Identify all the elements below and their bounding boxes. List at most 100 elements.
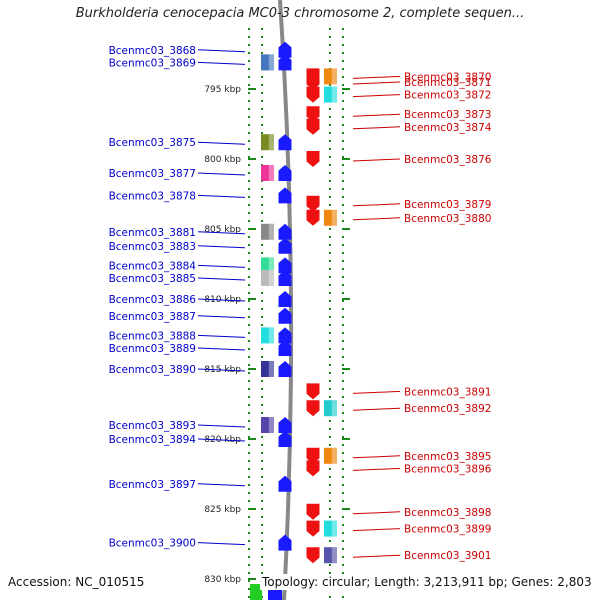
right-cog-box xyxy=(324,68,337,85)
right-gene-label: Bcenmc03_3896 xyxy=(404,463,492,475)
left-cog-box-shade xyxy=(268,165,274,181)
right-gene-leader xyxy=(352,94,401,98)
left-gene-label: Bcenmc03_3886 xyxy=(109,294,197,306)
right-gene-label: Bcenmc03_3892 xyxy=(404,403,491,415)
left-cog-box xyxy=(261,361,274,377)
left-gene-label: Bcenmc03_3897 xyxy=(109,479,196,491)
left-cog-box xyxy=(261,134,274,151)
right-gene-leader xyxy=(352,390,401,394)
left-gene-leader xyxy=(197,424,246,428)
left-cog-box-shade xyxy=(268,223,274,240)
right-gene-leader xyxy=(352,75,401,79)
forward-gene-arrow xyxy=(278,327,292,344)
left-gene-leader xyxy=(197,483,246,487)
forward-gene-arrow xyxy=(278,165,292,181)
right-gene-label: Bcenmc03_3870 xyxy=(404,71,491,83)
forward-gene-arrow xyxy=(278,257,292,274)
forward-gene-arrow xyxy=(278,291,292,307)
right-gene-leader xyxy=(352,455,401,459)
right-gene-leader xyxy=(352,528,401,532)
right-gene-leader xyxy=(352,203,401,207)
right-cog-box-shade xyxy=(331,520,337,537)
left-gene-leader xyxy=(197,194,246,198)
left-gene-label: Bcenmc03_3893 xyxy=(109,420,196,432)
forward-gene-arrow xyxy=(278,237,292,254)
forward-gene-arrow xyxy=(278,475,292,492)
reverse-gene-arrow xyxy=(306,74,320,90)
left-gene-label: Bcenmc03_3888 xyxy=(109,330,196,342)
left-cog-box xyxy=(261,223,274,240)
left-gene-label: Bcenmc03_3900 xyxy=(109,538,196,550)
map-title: Burkholderia cenocepacia MC0-3 chromosom… xyxy=(75,6,525,21)
reverse-gene-arrow xyxy=(306,447,320,464)
left-gene-label: Bcenmc03_3881 xyxy=(109,227,196,239)
sequence-summary: Topology: circular; Length: 3,213,911 bp… xyxy=(260,574,594,590)
right-cog-box xyxy=(324,86,337,103)
left-gene-label: Bcenmc03_3878 xyxy=(109,190,196,202)
right-gene-label: Bcenmc03_3898 xyxy=(404,507,491,519)
kbp-tick-label: 795 kbp xyxy=(204,85,241,95)
left-cog-box-shade xyxy=(268,327,274,344)
right-cog-box-shade xyxy=(331,400,337,417)
right-cog-box-shade xyxy=(331,86,337,103)
reverse-gene-arrow xyxy=(306,118,320,135)
forward-gene-arrow xyxy=(278,417,292,433)
right-gene-label: Bcenmc03_3901 xyxy=(404,550,491,562)
left-cog-box-shade xyxy=(268,257,274,274)
right-gene-label: Bcenmc03_3871 xyxy=(404,77,491,89)
left-gene-label: Bcenmc03_3889 xyxy=(109,343,196,355)
reverse-gene-arrow xyxy=(306,195,320,212)
left-gene-label: Bcenmc03_3894 xyxy=(109,434,197,446)
kbp-tick-label: 830 kbp xyxy=(204,575,241,585)
left-cog-box-shade xyxy=(268,417,274,433)
reverse-gene-arrow xyxy=(306,520,320,537)
left-cog-box xyxy=(261,257,274,274)
reverse-gene-arrow xyxy=(306,151,320,167)
forward-gene-arrow xyxy=(278,340,292,356)
left-gene-label: Bcenmc03_3887 xyxy=(109,311,196,323)
reverse-gene-arrow xyxy=(306,547,320,564)
left-gene-leader xyxy=(197,315,246,319)
right-cog-box-shade xyxy=(331,209,337,226)
left-gene-leader xyxy=(197,298,246,302)
left-cog-box-shade xyxy=(268,361,274,377)
left-gene-leader xyxy=(197,231,246,235)
accession-text: Accession: NC_010515 xyxy=(6,574,147,590)
left-gene-leader xyxy=(197,542,246,546)
right-gene-label: Bcenmc03_3891 xyxy=(404,386,491,398)
left-gene-leader xyxy=(197,141,246,145)
kbp-tick-label: 800 kbp xyxy=(204,155,241,165)
forward-gene-arrow xyxy=(278,134,292,151)
reverse-gene-arrow xyxy=(306,503,320,520)
left-gene-label: Bcenmc03_3869 xyxy=(109,57,196,69)
reverse-gene-arrow xyxy=(306,460,320,477)
reverse-gene-arrow xyxy=(306,209,320,226)
forward-gene-arrow xyxy=(278,187,292,204)
kbp-tick-label: 825 kbp xyxy=(204,505,241,515)
right-gene-leader xyxy=(352,158,401,162)
right-gene-leader xyxy=(352,217,401,221)
left-gene-leader xyxy=(197,245,246,249)
left-gene-label: Bcenmc03_3890 xyxy=(109,364,196,376)
forward-gene-arrow xyxy=(278,534,292,551)
forward-gene-arrow xyxy=(278,307,292,324)
forward-gene-arrow xyxy=(278,361,292,377)
right-cog-box xyxy=(324,400,337,417)
right-gene-leader xyxy=(352,126,401,130)
left-cog-box xyxy=(261,270,274,286)
right-gene-leader xyxy=(352,113,401,117)
right-gene-label: Bcenmc03_3873 xyxy=(404,109,491,121)
left-gene-leader xyxy=(197,334,246,338)
right-gene-label: Bcenmc03_3872 xyxy=(404,90,491,102)
right-gene-leader xyxy=(352,407,401,411)
left-cog-box-shade xyxy=(268,270,274,286)
forward-gene-arrow xyxy=(278,270,292,286)
left-gene-label: Bcenmc03_3868 xyxy=(109,45,196,57)
right-cog-box xyxy=(324,447,337,464)
right-cog-box xyxy=(324,547,337,564)
left-gene-label: Bcenmc03_3877 xyxy=(109,168,196,180)
right-cog-box-shade xyxy=(331,68,337,85)
right-gene-label: Bcenmc03_3874 xyxy=(404,122,492,134)
left-gene-label: Bcenmc03_3883 xyxy=(109,241,196,253)
